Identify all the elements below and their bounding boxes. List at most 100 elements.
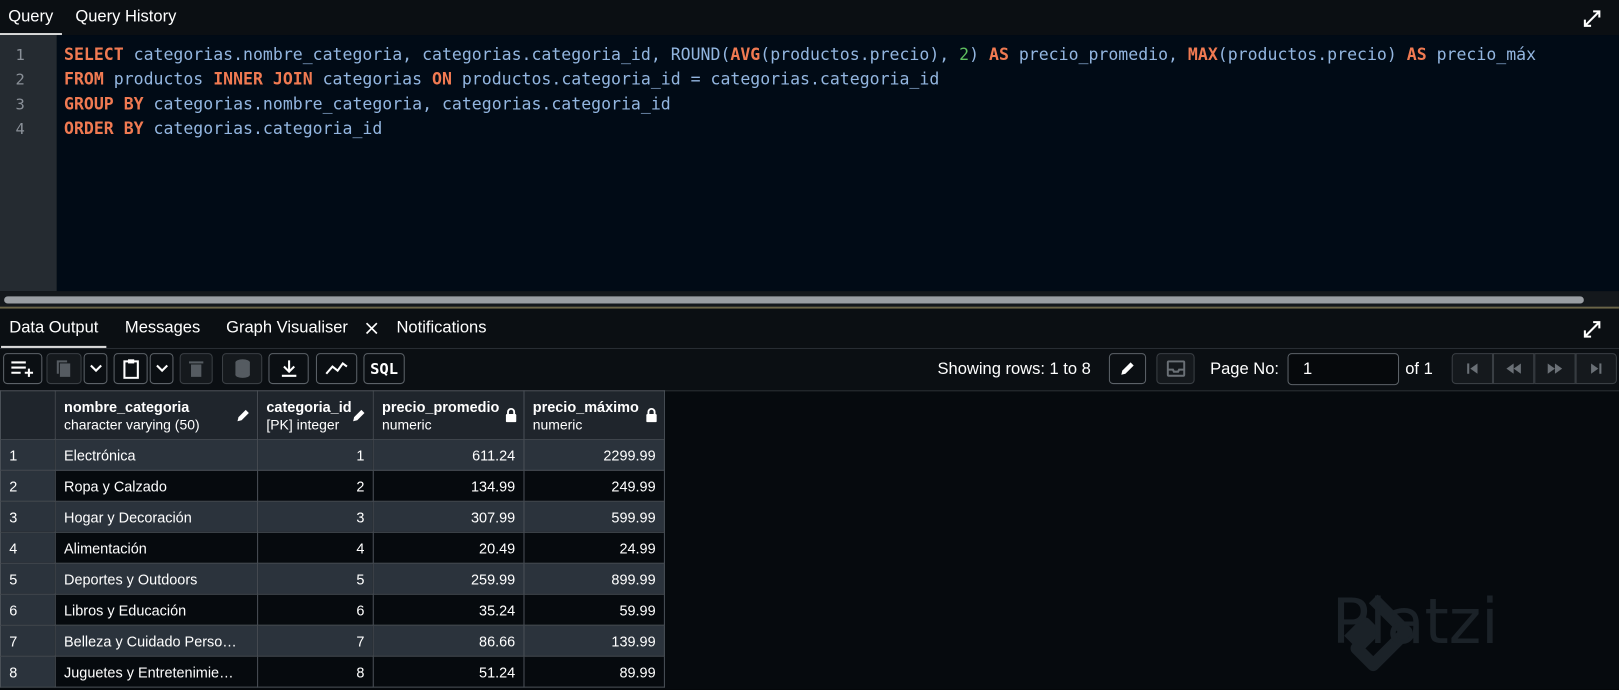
maximize-icon[interactable] [1583,320,1602,339]
cell[interactable]: 259.99 [372,562,525,595]
code-token: categorias [312,69,433,89]
cell[interactable]: 2 [257,469,374,502]
cell[interactable]: 249.99 [523,469,665,502]
code-token: ORDER BY [64,118,144,139]
cell[interactable]: 1 [257,438,374,471]
column-header[interactable]: precio_promedio numeric [372,390,525,440]
cell[interactable]: 2299.99 [523,438,665,471]
output-tab[interactable]: Data Output [1,309,107,348]
first-page-button[interactable] [1451,353,1493,385]
column-header[interactable]: nombre_categoria character varying (50) [54,390,259,440]
column-header[interactable]: categoria_id [PK] integer [257,390,374,440]
inbox-button[interactable] [1156,353,1195,385]
cell[interactable]: Ropa y Calzado [54,469,259,502]
delete-button[interactable] [179,353,213,385]
chevron-icon [89,364,102,373]
cell[interactable]: 8 [257,655,374,688]
add-row-icon [11,361,34,377]
cell[interactable]: 4 [257,531,374,564]
cell[interactable]: 24.99 [523,531,665,564]
cell[interactable]: 134.99 [372,469,525,502]
edit-icon [1121,362,1134,375]
cell[interactable]: 307.99 [372,500,525,533]
last-page-button[interactable] [1575,353,1617,385]
data-row: 6 Libros y Educación 6 35.24 59.99 [0,593,665,626]
editor-tab[interactable]: Query [0,0,62,36]
cell[interactable]: Libros y Educación [54,593,259,626]
download-button[interactable] [268,353,309,385]
code-token: categorias.nombre_categoria, categorias.… [123,44,731,65]
sql-button[interactable]: SQL [363,353,405,385]
cell[interactable]: 51.24 [372,655,525,688]
cell[interactable]: 611.24 [372,438,525,471]
graph-button[interactable] [315,353,358,385]
code-token: productos [103,69,214,89]
next-page-button[interactable] [1534,353,1576,385]
line-number: 4 [15,119,25,139]
cell[interactable]: Belleza y Cuidado Perso… [54,624,259,657]
maximize-icon[interactable] [1583,9,1602,28]
cell[interactable]: 899.99 [523,562,665,595]
edit-button[interactable] [1108,353,1147,385]
graph-icon [325,361,348,375]
save-data-button[interactable] [221,353,263,385]
cell[interactable]: 35.24 [372,593,525,626]
cell[interactable]: 59.99 [523,593,665,626]
cell[interactable]: 7 [257,624,374,657]
horizontal-scrollbar[interactable] [0,291,1619,308]
cell[interactable]: 599.99 [523,500,665,533]
data-grid: nombre_categoria character varying (50) ca… [0,390,665,688]
row-number: 3 [0,500,56,533]
paste-options-button[interactable] [149,353,174,385]
cell[interactable]: 86.66 [372,624,525,657]
prev-page-button[interactable] [1492,353,1535,385]
sql-editor[interactable]: SELECT categorias.nombre_categoria, cate… [56,35,1619,292]
scrollbar-thumb[interactable] [4,296,1584,304]
cell[interactable]: Electrónica [54,438,259,471]
column-name: precio_promedio [382,398,500,415]
output-tab[interactable]: Notifications [396,319,487,337]
column-type: character varying (50) [64,416,200,433]
header-row: nombre_categoria character varying (50) ca… [0,390,665,440]
cell[interactable]: 20.49 [372,531,525,564]
code-token: precio_máx [1426,44,1537,65]
page-input[interactable]: 1 [1287,353,1400,386]
cell[interactable]: 89.99 [523,655,665,688]
panel-divider[interactable] [0,306,1619,309]
copy-button[interactable] [46,353,82,385]
cell[interactable]: Deportes y Outdoors [54,562,259,595]
watermark-logo [1344,594,1413,672]
cell[interactable]: 5 [257,562,374,595]
add-row-button[interactable] [3,353,43,385]
copy-options-button[interactable] [83,353,108,385]
data-row: 7 Belleza y Cuidado Perso… 7 86.66 139.99 [0,624,665,657]
output-tab-bar: Data Output Messages Graph Visualiser Notif… [0,308,1619,349]
cell[interactable]: 139.99 [523,624,665,657]
cell[interactable]: Juguetes y Entretenimie… [54,655,259,688]
code-token: categorias.nombre_categoria, categorias.… [143,93,671,114]
edit-column-icon[interactable] [352,408,366,422]
read-only-icon [505,408,517,423]
row-number: 4 [0,531,56,564]
close-tab-icon[interactable] [365,322,378,335]
paste-button[interactable] [113,353,148,385]
code-token: (productos.precio) [1217,44,1407,65]
cell[interactable]: 3 [257,500,374,533]
code-token: AVG [730,44,761,65]
row-number: 6 [0,593,56,626]
first-page-icon [1467,363,1478,374]
cell[interactable]: Hogar y Decoración [54,500,259,533]
column-name: nombre_categoria [64,398,190,415]
cell[interactable]: 6 [257,593,374,626]
output-tab[interactable]: Graph Visualiser [226,319,348,337]
column-name: precio_máximo [532,398,639,415]
last-page-icon [1591,363,1602,374]
edit-column-icon[interactable] [236,408,250,422]
inbox-icon [1166,360,1185,377]
cell[interactable]: Alimentación [54,531,259,564]
editor-tab[interactable]: Query History [75,8,177,26]
column-header[interactable]: precio_máximo numeric [523,390,665,440]
output-tab[interactable]: Messages [124,319,201,337]
code-token: (productos.precio), [760,44,960,65]
